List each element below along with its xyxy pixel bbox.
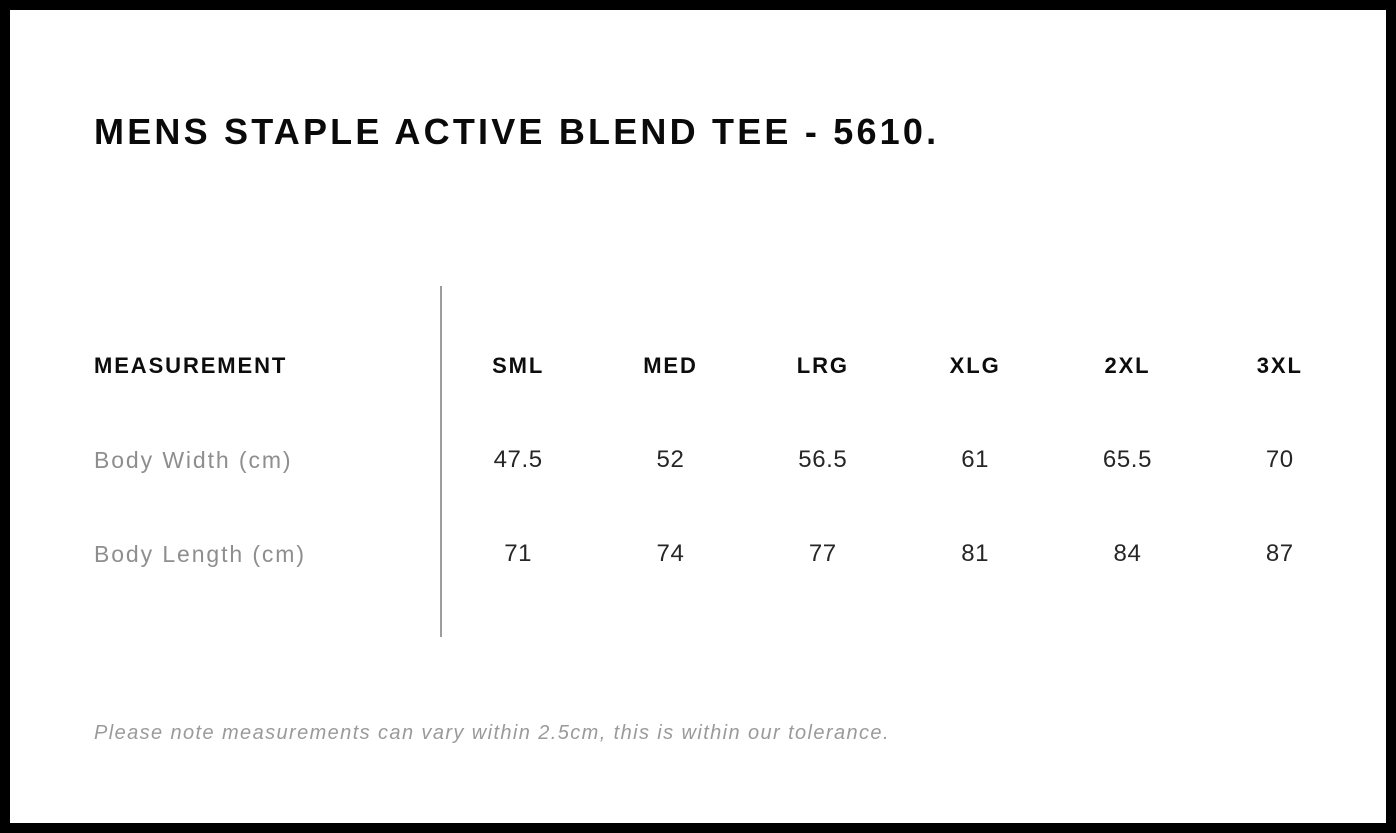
size-chart-table: MEASUREMENT SML MED LRG XLG 2XL 3XL Body… — [10, 350, 1386, 632]
size-header-xlg: XLG — [949, 353, 1001, 378]
row-values-body-length: 71 74 77 81 84 87 — [442, 538, 1356, 570]
cell-body-width-xlg: 61 — [961, 446, 990, 473]
page-title: MENS STAPLE ACTIVE BLEND TEE - 5610. — [94, 111, 940, 152]
column-divider — [440, 286, 442, 637]
size-chart-sheet: MENS STAPLE ACTIVE BLEND TEE - 5610. MEA… — [10, 10, 1386, 823]
cell-body-length-lrg: 77 — [808, 540, 837, 567]
size-header-2xl: 2XL — [1104, 353, 1151, 378]
size-header-3xl: 3XL — [1256, 353, 1303, 378]
cell-body-length-2xl: 84 — [1113, 540, 1142, 567]
cell-body-width-med: 52 — [656, 446, 685, 473]
cell-body-length-3xl: 87 — [1265, 540, 1294, 567]
measurement-column-header: MEASUREMENT — [94, 353, 288, 378]
size-header-cells: SML MED LRG XLG 2XL 3XL — [442, 350, 1356, 382]
cell-body-width-sml: 47.5 — [493, 446, 543, 473]
row-values-body-width: 47.5 52 56.5 61 65.5 70 — [442, 444, 1356, 476]
cell-body-width-3xl: 70 — [1265, 446, 1294, 473]
table-header-row: MEASUREMENT SML MED LRG XLG 2XL 3XL — [10, 350, 1386, 444]
tolerance-footnote: Please note measurements can vary within… — [94, 722, 890, 744]
cell-body-length-med: 74 — [656, 540, 685, 567]
row-label-body-length: Body Length (cm) — [94, 541, 306, 567]
size-header-lrg: LRG — [796, 353, 849, 378]
table-row: Body Length (cm) 71 74 77 81 84 87 — [10, 538, 1386, 632]
cell-body-length-sml: 71 — [504, 540, 533, 567]
size-header-med: MED — [643, 353, 698, 378]
cell-body-length-xlg: 81 — [961, 540, 990, 567]
table-row: Body Width (cm) 47.5 52 56.5 61 65.5 70 — [10, 444, 1386, 538]
cell-body-width-lrg: 56.5 — [798, 446, 848, 473]
cell-body-width-2xl: 65.5 — [1102, 446, 1153, 473]
size-header-sml: SML — [492, 353, 545, 378]
row-label-body-width: Body Width (cm) — [94, 447, 293, 473]
